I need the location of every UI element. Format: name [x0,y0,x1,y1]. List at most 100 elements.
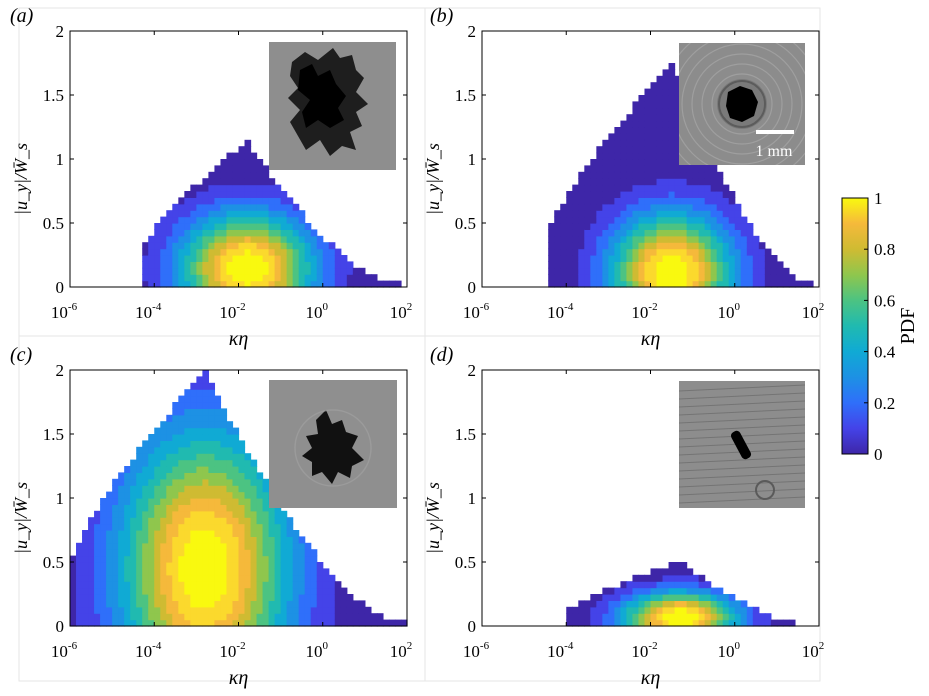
heatmap-cell [214,594,222,601]
heatmap-cell [620,261,628,269]
heatmap-cell [602,152,609,160]
heatmap-cell [346,274,354,282]
heatmap-cell [142,453,149,461]
heatmap-cell [136,510,143,518]
heatmap-cell [244,261,252,269]
heatmap-cell [698,203,706,211]
heatmap-cell [370,274,378,282]
heatmap-cell [740,242,748,250]
heatmap-cell [632,587,640,595]
heatmap-cell [680,197,688,205]
heatmap-cell [214,485,222,493]
heatmap-cell [202,613,210,621]
heatmap-cell [88,594,95,601]
heatmap-cell [298,606,306,614]
heatmap-cell [154,619,161,627]
heatmap-cell [740,613,748,621]
heatmap-cell [698,619,706,627]
heatmap-cell [208,414,216,422]
heatmap-cell [238,210,246,218]
heatmap-cell [376,280,384,288]
heatmap-cell [154,459,161,467]
heatmap-cell [184,434,191,441]
heatmap-cell [220,478,228,486]
heatmap-cell [208,235,216,243]
heatmap-cell [196,562,203,569]
heatmap-cell [244,587,252,595]
heatmap-cell [280,216,288,224]
heatmap-cell [608,229,615,237]
heatmap-cell [274,216,282,224]
heatmap-cell [328,619,336,627]
heatmap-cell [250,472,258,480]
heatmap-cell [662,146,670,154]
heatmap-cell [274,229,282,237]
heatmap-cell [244,171,252,179]
heatmap-cell [734,255,742,262]
heatmap-cell [142,581,149,589]
heatmap-cell [184,446,191,454]
heatmap-cell [178,395,185,403]
heatmap-cell [656,101,664,109]
heatmap-cell [142,600,149,608]
heatmap-cell [328,581,336,589]
heatmap-cell [298,574,306,582]
x-tick-exponent: 0 [323,640,329,652]
heatmap-cell [112,549,119,557]
heatmap-cell [722,235,730,243]
heatmap-cell [662,69,670,77]
x-tick-label: 102 [802,640,825,661]
heatmap-cell [184,606,191,614]
heatmap-cell [154,587,161,595]
heatmap-cell [166,568,173,576]
heatmap-cell [650,613,658,621]
heatmap-cell [614,274,622,282]
heatmap-cell [650,581,658,589]
heatmap-cell [662,600,670,608]
heatmap-cell [160,242,167,250]
heatmap-cell [662,280,670,288]
heatmap-cell [82,536,89,544]
heatmap-cell [214,421,222,429]
heatmap-cell [262,274,270,282]
heatmap-cell [250,485,258,493]
heatmap-cell [202,280,210,288]
heatmap-cell [298,267,306,275]
heatmap-cell [584,197,591,205]
x-axis-label: κη [229,328,249,350]
heatmap-cell [178,491,185,499]
heatmap-cell [656,203,664,211]
heatmap-cell [782,274,790,282]
heatmap-cell [256,594,264,601]
heatmap-cell [638,223,646,230]
heatmap-cell [160,549,167,557]
heatmap-cell [202,408,210,416]
heatmap-cell [148,498,155,505]
heatmap-cell [716,267,724,275]
heatmap-cell [650,120,658,128]
heatmap-cell [232,216,240,224]
heatmap-cell [142,530,149,537]
heatmap-cell [280,203,288,211]
heatmap-cell [190,408,197,416]
heatmap-cell [728,274,736,282]
heatmap-cell [190,619,197,627]
heatmap-cell [148,581,155,589]
heatmap-cell [292,229,300,237]
heatmap-cell [166,472,173,480]
heatmap-cell [292,223,300,230]
heatmap-cell [626,235,634,243]
heatmap-cell [256,491,264,499]
heatmap-cell [262,600,270,608]
heatmap-cell [262,216,270,224]
heatmap-cell [250,606,258,614]
heatmap-cell [740,267,748,275]
heatmap-cell [196,619,203,627]
heatmap-cell [214,536,222,544]
heatmap-cell [292,549,300,557]
heatmap-cell [184,472,191,480]
heatmap-cell [142,255,149,262]
heatmap-cell [328,242,336,250]
heatmap-cell [208,517,216,525]
heatmap-cell [632,619,640,627]
